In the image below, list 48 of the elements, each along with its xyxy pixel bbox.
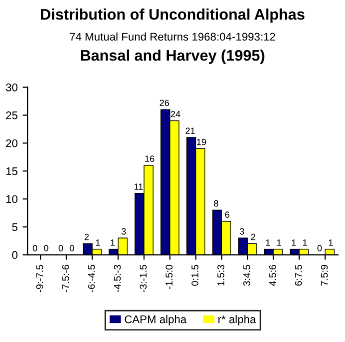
y-tick-label: 20 [6,139,18,148]
legend-label: CAPM alpha [124,315,187,326]
data-label: 1 [328,239,333,246]
x-tick-label: -1.5:0 [166,264,173,289]
chart-subtitle: 74 Mutual Fund Returns 1968:04-1993:12 [70,32,276,41]
y-tick-label: 0 [12,251,18,259]
y-tick-label: 30 [6,83,18,92]
y-tick-label: 15 [6,167,18,176]
x-tick-label: 3:4.5 [243,264,250,286]
x-tick-label: -6:-4.5 [88,264,95,292]
text: Bansal and Harvey (1995) [80,50,264,64]
x-tick-label: -9:-7.5 [36,264,44,292]
x-tick-label: -7.5:-6 [62,264,70,292]
data-label: 0 [317,244,322,252]
data-label: 19 [197,138,206,146]
chart-title: Distribution of Unconditional Alphas [40,8,304,23]
data-label: 0 [44,244,48,252]
data-label: 1 [277,239,282,246]
data-label: 1 [266,239,270,246]
data-label: 24 [170,110,180,118]
data-label: 0 [58,244,64,252]
legend-label: r* alpha [218,315,256,326]
y-tick-label: 25 [6,111,18,120]
x-tick-label: 1.5:3 [217,264,224,286]
data-label: 1 [303,239,307,246]
data-label: 3 [122,228,126,235]
x-tick-label: -4.5:-3 [114,264,121,292]
data-label: 11 [134,184,143,190]
data-label: 1 [292,239,296,246]
data-label: 8 [214,200,218,207]
data-label: 26 [160,100,169,106]
x-tick-label: 6:7.5 [295,264,302,286]
x-tick-label: -3:-1.5 [140,264,147,292]
data-label: 16 [145,156,154,162]
data-label: 2 [84,234,89,240]
data-label: 0 [32,244,38,252]
y-tick-label: 10 [6,195,18,204]
x-tick-label: 7.5:9 [320,264,328,286]
y-tick-label: 5 [12,223,18,231]
data-label: 6 [225,211,230,218]
data-label: 1 [96,239,100,246]
data-label: 3 [240,228,244,235]
data-label: 21 [186,128,195,134]
data-label: 0 [70,244,74,252]
data-label: 1 [110,239,115,246]
x-tick-label: 4.5:6 [269,264,276,286]
data-label: 2 [251,234,256,240]
x-tick-label: 0:1.5 [192,264,198,286]
